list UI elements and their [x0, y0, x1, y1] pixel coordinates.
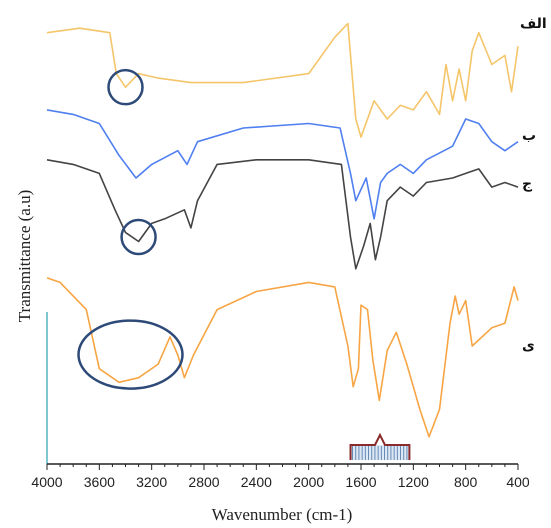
x-tick-label-2000: 2000 [293, 474, 324, 490]
x-tick-label-400: 400 [506, 474, 530, 490]
annotation-layer [77, 68, 411, 460]
series-label-3: ی [522, 338, 535, 354]
series-line-1 [46, 109, 519, 220]
x-tick-label-3600: 3600 [84, 474, 115, 490]
bracket-outline [349, 432, 411, 460]
series-labels: الف ب ج ی [520, 16, 547, 354]
x-tick-label-800: 800 [454, 474, 478, 490]
x-tick-label-1600: 1600 [345, 474, 376, 490]
series-label-2: ج [522, 176, 533, 192]
series-label-0: الف [520, 16, 547, 32]
series-line-3 [46, 277, 519, 438]
series-label-1: ب [522, 128, 536, 144]
annotation-ellipse-2 [77, 319, 184, 390]
annotation-circle-0 [107, 68, 144, 106]
x-tick-label-3200: 3200 [136, 474, 167, 490]
y-axis-title: Transmittance (a.u) [15, 190, 34, 323]
series-layer [46, 22, 519, 438]
x-axis-title: Wavenumber (cm-1) [212, 505, 353, 524]
x-tick-label-4000: 4000 [31, 474, 62, 490]
plot-area: 4000 3600 3200 2800 2400 2000 1600 1200 800 400 [31, 22, 530, 490]
annotation-bracket-3 [349, 432, 411, 460]
x-tick-label-2400: 2400 [241, 474, 272, 490]
x-axis-ticks: 4000 3600 3200 2800 2400 2000 1600 1200 800 400 [31, 464, 530, 490]
x-tick-label-1200: 1200 [398, 474, 429, 490]
series-line-0 [46, 22, 519, 138]
x-tick-label-2800: 2800 [188, 474, 219, 490]
annotation-circle-1 [120, 218, 157, 256]
series-line-2 [46, 159, 519, 270]
